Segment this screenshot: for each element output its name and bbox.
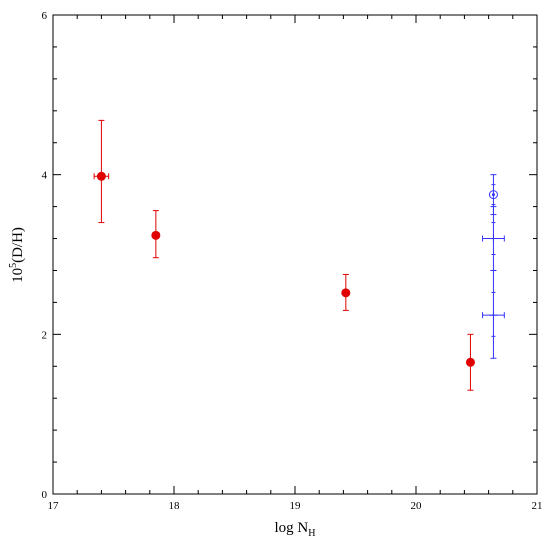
x-tick-label: 18	[169, 500, 181, 512]
point-marker	[151, 230, 161, 240]
point-marker	[341, 288, 351, 298]
y-axis-label-rest: (D/H)	[10, 227, 26, 263]
data-point	[465, 333, 475, 391]
y-axis-label: 105(D/H)	[8, 227, 26, 283]
x-axis-label: log NH	[275, 520, 316, 539]
data-point	[93, 119, 110, 224]
point-marker	[96, 171, 106, 181]
x-axis-label-sub: H	[308, 528, 315, 539]
y-tick-label: 4	[42, 170, 48, 182]
y-tick-label: 0	[42, 489, 48, 501]
data-point	[341, 273, 351, 311]
data-point	[482, 269, 505, 359]
y-tick-label: 2	[42, 329, 48, 341]
plot-frame	[52, 14, 538, 495]
y-axis-label-main: 10	[10, 268, 26, 283]
point-marker-center	[491, 193, 495, 197]
data-marks	[93, 119, 505, 391]
x-tick-label: 20	[411, 500, 423, 512]
data-point	[151, 210, 161, 259]
x-tick-label: 19	[290, 500, 302, 512]
point-marker	[488, 190, 498, 200]
x-tick-label: 17	[48, 500, 60, 512]
tick-labels: 17 18 19 20 21 0 2 4 6	[42, 10, 543, 512]
axis-ticks	[52, 14, 538, 495]
y-tick-label: 6	[42, 10, 48, 22]
data-point	[482, 206, 505, 271]
x-axis-label-main: log N	[275, 520, 309, 536]
x-tick-label: 21	[532, 500, 543, 512]
y-axis-label-sup: 5	[8, 263, 19, 268]
point-marker	[465, 357, 475, 367]
